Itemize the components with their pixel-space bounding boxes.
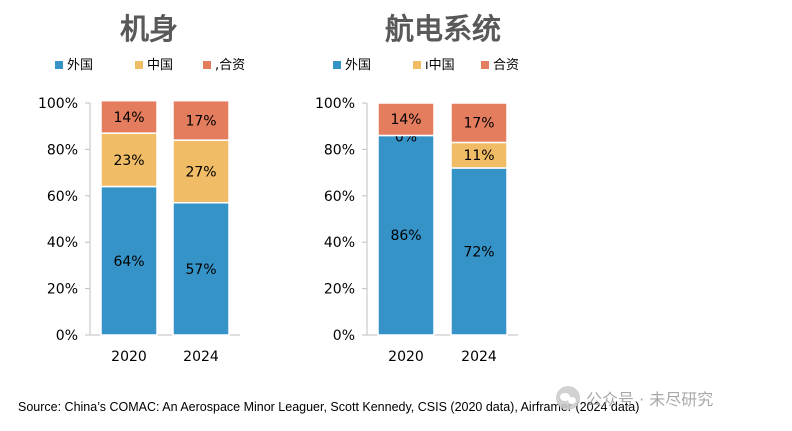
data-label-1-2-2: 27% xyxy=(185,164,216,180)
legend-swatch-1-3 xyxy=(203,61,211,69)
data-label-2-1-3: 14% xyxy=(390,112,421,128)
watermark-text: 公众号 · 未尽研究 xyxy=(586,390,714,409)
legend-swatch-2-1 xyxy=(333,61,341,69)
y-tick-label-2-0: 0% xyxy=(333,328,355,344)
data-label-2-2-3: 17% xyxy=(463,116,494,132)
x-tick-label-2-1: 2020 xyxy=(388,349,424,365)
bar-segment-1-2-2 xyxy=(172,139,230,204)
watermark: 公众号 · 未尽研究 xyxy=(556,386,713,410)
data-label-2-1-1: 86% xyxy=(390,228,421,244)
y-tick-label-2-1: 20% xyxy=(324,282,355,298)
bar-segment-2-2-3 xyxy=(450,102,508,144)
data-label-1-1-1: 64% xyxy=(113,254,144,270)
data-label-1-2-3: 17% xyxy=(185,113,216,129)
data-label-1-2-1: 57% xyxy=(185,262,216,278)
x-tick-label-1-1: 2020 xyxy=(111,349,147,365)
legend-label-2-3: 合资 xyxy=(493,58,519,73)
legend-label-2-1: 外国 xyxy=(345,58,371,73)
y-tick-label-2-2: 40% xyxy=(324,235,355,251)
y-tick-label-1-4: 80% xyxy=(47,142,78,158)
source-note: Source: China’s COMAC: An Aerospace Mino… xyxy=(18,400,640,414)
chart-title-2: 航电系统 xyxy=(385,12,501,46)
data-label-1-1-2: 23% xyxy=(113,153,144,169)
legend-label-1-2: 中国 xyxy=(147,58,173,73)
legend-label-1-1: 外国 xyxy=(67,58,93,73)
chart-title-1: 机身 xyxy=(120,12,178,46)
bar-segment-2-2-2 xyxy=(450,141,508,169)
legend-label-2-2: ı中国 xyxy=(425,58,455,73)
bar-segment-1-1-1 xyxy=(100,185,158,336)
x-tick-label-1-2: 2024 xyxy=(183,349,219,365)
legend-swatch-2-3 xyxy=(481,61,489,69)
wechat-icon xyxy=(556,386,580,410)
bar-segment-2-1-3 xyxy=(377,102,435,137)
x-tick-label-2-2: 2024 xyxy=(461,349,497,365)
y-tick-label-2-3: 60% xyxy=(324,189,355,205)
bar-segment-1-2-3 xyxy=(172,99,230,141)
legend-swatch-2-2 xyxy=(413,61,421,69)
bar-segment-1-1-3 xyxy=(100,99,158,134)
data-label-1-1-3: 14% xyxy=(113,110,144,126)
data-label-2-2-2: 11% xyxy=(463,148,494,164)
y-tick-label-1-1: 20% xyxy=(47,282,78,298)
y-tick-label-1-0: 0% xyxy=(56,328,78,344)
legend-label-1-3: ,合资 xyxy=(215,58,245,73)
y-tick-label-2-5: 100% xyxy=(315,96,355,112)
bar-segment-1-2-1 xyxy=(172,202,230,336)
bar-segment-1-1-2 xyxy=(100,132,158,188)
y-tick-label-1-5: 100% xyxy=(38,96,78,112)
data-label-2-2-1: 72% xyxy=(463,244,494,260)
y-tick-label-1-2: 40% xyxy=(47,235,78,251)
y-tick-label-1-3: 60% xyxy=(47,189,78,205)
legend-swatch-1-2 xyxy=(135,61,143,69)
legend-swatch-1-1 xyxy=(55,61,63,69)
y-tick-label-2-4: 80% xyxy=(324,142,355,158)
